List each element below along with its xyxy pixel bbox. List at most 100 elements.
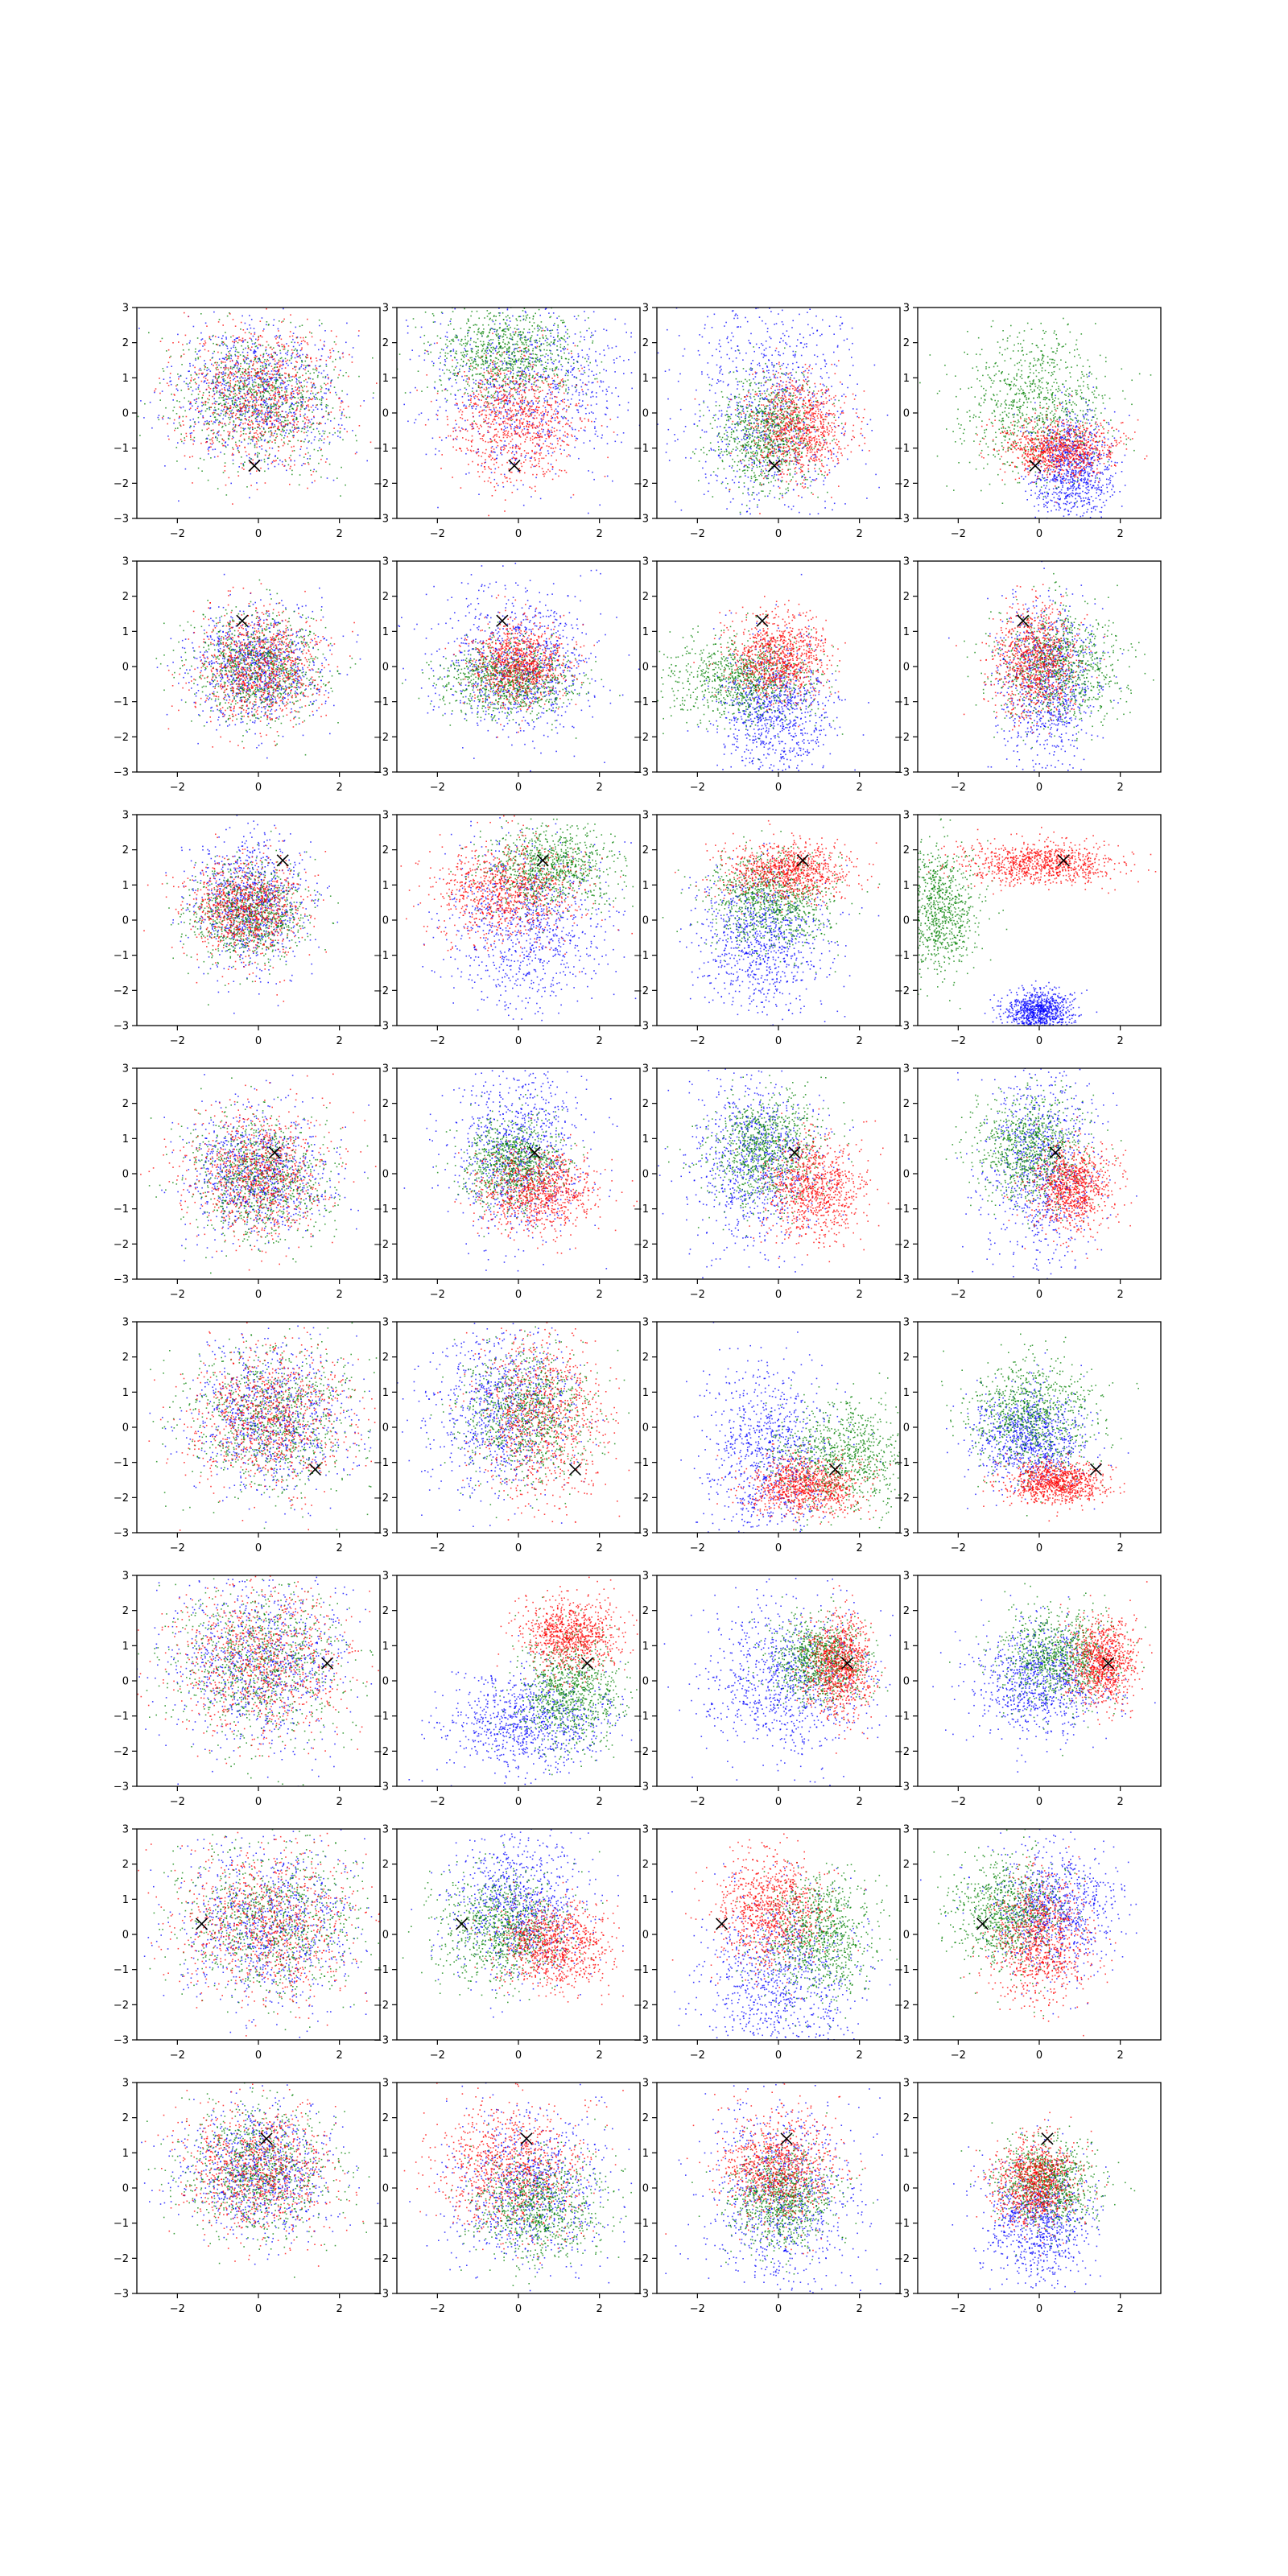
data-point bbox=[253, 401, 254, 402]
data-point bbox=[484, 410, 485, 411]
data-point bbox=[201, 381, 203, 382]
data-point bbox=[469, 360, 470, 361]
data-point bbox=[547, 401, 548, 402]
data-point bbox=[202, 402, 204, 404]
data-point bbox=[319, 320, 320, 321]
data-point bbox=[179, 401, 180, 402]
data-point bbox=[184, 312, 185, 314]
data-point bbox=[258, 339, 259, 341]
data-point bbox=[260, 369, 262, 370]
data-point bbox=[470, 402, 472, 403]
data-point bbox=[460, 344, 461, 345]
data-point bbox=[209, 409, 211, 411]
data-point bbox=[302, 401, 303, 402]
data-point bbox=[514, 361, 515, 362]
data-point bbox=[232, 403, 233, 405]
data-point bbox=[482, 333, 484, 335]
data-point bbox=[514, 398, 515, 399]
data-point bbox=[218, 424, 220, 426]
data-point bbox=[231, 391, 233, 393]
data-point bbox=[566, 411, 568, 413]
data-point bbox=[264, 407, 266, 408]
data-point bbox=[255, 405, 257, 407]
data-point bbox=[225, 465, 226, 467]
data-point bbox=[217, 379, 218, 381]
data-point bbox=[514, 421, 516, 423]
data-point bbox=[169, 418, 171, 419]
data-point bbox=[284, 373, 286, 374]
data-point bbox=[266, 353, 267, 354]
data-point bbox=[198, 388, 200, 390]
data-point bbox=[472, 428, 473, 430]
data-point bbox=[233, 431, 234, 432]
data-point bbox=[172, 410, 174, 411]
data-point bbox=[259, 377, 261, 378]
data-point bbox=[296, 431, 298, 433]
data-point bbox=[471, 426, 473, 427]
data-point bbox=[290, 455, 291, 456]
data-point bbox=[166, 350, 167, 352]
data-point bbox=[233, 345, 235, 346]
data-point bbox=[275, 395, 276, 397]
data-point bbox=[539, 435, 540, 436]
data-point bbox=[584, 358, 586, 360]
data-point bbox=[556, 384, 558, 386]
data-point bbox=[242, 368, 244, 369]
data-point bbox=[333, 350, 335, 352]
data-point bbox=[227, 444, 229, 446]
data-point bbox=[619, 404, 621, 406]
data-point bbox=[279, 365, 281, 366]
data-point bbox=[594, 378, 596, 380]
data-point bbox=[500, 369, 502, 371]
data-point bbox=[260, 365, 262, 367]
data-point bbox=[258, 423, 260, 425]
data-point bbox=[265, 412, 266, 414]
data-point bbox=[246, 419, 247, 420]
data-point bbox=[531, 464, 533, 466]
data-point bbox=[472, 351, 473, 353]
data-point bbox=[263, 381, 265, 382]
data-point bbox=[525, 340, 526, 341]
data-point bbox=[477, 334, 478, 336]
data-point bbox=[307, 458, 308, 460]
data-point bbox=[254, 382, 255, 383]
data-point bbox=[178, 341, 180, 343]
data-point bbox=[279, 429, 280, 431]
data-point bbox=[286, 470, 287, 472]
data-point bbox=[308, 344, 309, 345]
data-point bbox=[180, 407, 182, 409]
data-point bbox=[280, 353, 282, 354]
data-point bbox=[496, 447, 497, 448]
data-point bbox=[469, 357, 471, 359]
data-point bbox=[572, 386, 573, 387]
data-point bbox=[599, 386, 601, 388]
data-point bbox=[297, 387, 299, 389]
data-point bbox=[299, 390, 300, 391]
data-point bbox=[493, 409, 495, 411]
data-point bbox=[232, 369, 233, 370]
data-point bbox=[213, 394, 215, 396]
data-point bbox=[441, 349, 443, 350]
data-point bbox=[262, 382, 263, 384]
data-point bbox=[191, 394, 192, 395]
data-point bbox=[481, 399, 482, 401]
data-point bbox=[424, 335, 426, 336]
data-point bbox=[341, 415, 343, 416]
data-point bbox=[490, 347, 492, 349]
data-point bbox=[456, 382, 457, 384]
data-point bbox=[566, 409, 568, 411]
data-point bbox=[260, 380, 262, 382]
data-point bbox=[504, 373, 506, 374]
data-point bbox=[592, 396, 594, 398]
data-point bbox=[521, 371, 522, 373]
data-point bbox=[213, 335, 214, 336]
data-point bbox=[215, 419, 217, 420]
data-point bbox=[509, 402, 510, 404]
data-point bbox=[250, 337, 251, 339]
data-point bbox=[237, 367, 238, 369]
data-point bbox=[569, 456, 571, 457]
data-point bbox=[294, 427, 295, 429]
data-point bbox=[221, 377, 223, 378]
data-point bbox=[242, 396, 243, 398]
data-point bbox=[454, 357, 456, 358]
